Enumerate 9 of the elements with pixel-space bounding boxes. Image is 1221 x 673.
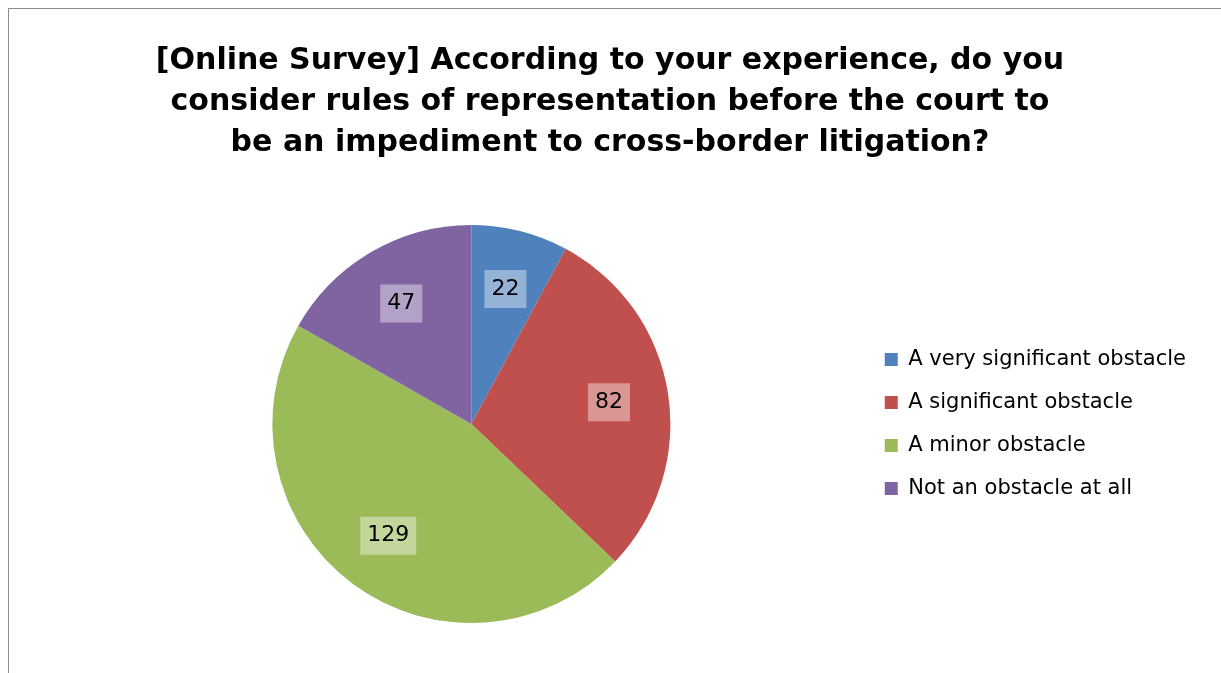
legend-label: A very significant obstacle: [908, 345, 1187, 370]
data-label: 22: [491, 274, 520, 300]
legend-label: Not an obstacle at all: [908, 474, 1133, 499]
legend-label: A significant obstacle: [908, 388, 1133, 413]
data-label: 82: [594, 387, 623, 413]
chart-title: [Online Survey] According to your experience, do you consider rules of representation before the court to be an impediment to cross-border litigation?: [154, 40, 1066, 160]
data-label: 129: [367, 521, 410, 547]
data-label: 47: [387, 289, 416, 315]
legend-label: A minor obstacle: [908, 431, 1086, 456]
